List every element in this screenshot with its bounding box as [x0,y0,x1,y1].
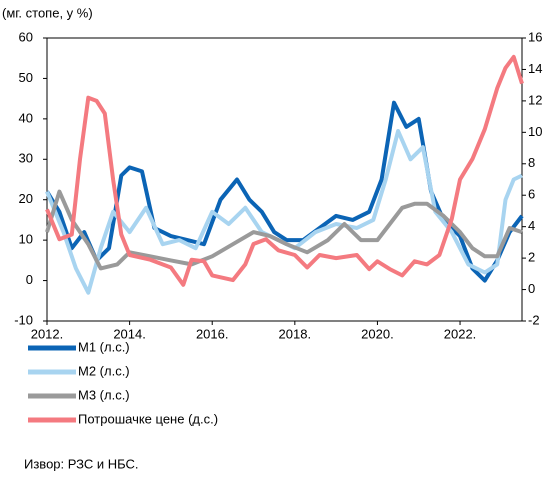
y-tick-label: 30 [19,151,33,166]
series-line [45,54,524,287]
legend-label: M1 (л.с.) [78,339,130,354]
y-tick-label: 10 [19,232,33,247]
x-tick-label: 2016. [196,326,229,341]
series-line [45,189,523,271]
y2-tick-label: 2 [528,250,535,265]
y-tick-label: 20 [19,191,33,206]
y-tick-label: 50 [19,70,33,85]
x-tick-label: 2014. [113,326,146,341]
legend-label: Потрошачке цене (д.с.) [78,411,218,426]
y-tick-label: 60 [19,29,33,44]
legend-label: M2 (л.с.) [78,363,130,378]
x-tick-label: 2022. [444,326,477,341]
y2-tick-label: 16 [528,29,542,44]
y2-tick-label: -2 [528,312,540,327]
y2-tick-label: 8 [528,155,535,170]
x-tick-label: 2018. [279,326,312,341]
y2-tick-label: 10 [528,124,542,139]
legend-label: M3 (л.с.) [78,387,130,402]
x-tick-label: 2012. [31,326,64,341]
y-tick-label: 0 [26,272,33,287]
y2-tick-label: 6 [528,187,535,202]
y2-tick-label: 14 [528,61,542,76]
x-tick-label: 2020. [361,326,394,341]
y2-tick-label: 12 [528,92,542,107]
y2-tick-label: 4 [528,218,535,233]
y-tick-label: 40 [19,110,33,125]
source-note: Извор: РЗС и НБС. [24,456,139,471]
y-tick-label: -10 [14,312,33,327]
chart-title: (мг. стопе, у %) [2,5,93,20]
y2-tick-label: 0 [528,281,535,296]
plot-frame [46,37,523,322]
